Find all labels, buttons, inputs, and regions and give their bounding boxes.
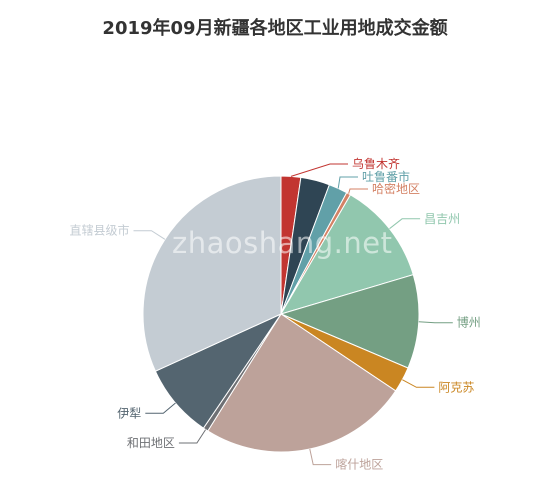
leader-line [290, 163, 348, 177]
slice-label: 直辖县级市 [69, 223, 129, 238]
leader-line [337, 176, 358, 189]
leader-line [418, 321, 453, 324]
leader-line [309, 448, 332, 466]
slice-label: 伊犁 [117, 406, 141, 420]
pie-slice[interactable] [279, 274, 420, 369]
pie-slice[interactable] [207, 313, 397, 453]
watermark: zhaoshang.net [172, 226, 393, 260]
slice-label: 和田地区 [127, 436, 175, 450]
slice-label: 昌吉州 [424, 212, 460, 226]
leader-line [389, 218, 421, 230]
slice-label: 吐鲁番市 [362, 169, 410, 184]
leader-line [178, 429, 207, 444]
leader-line [348, 188, 368, 194]
slice-label: 喀什地区 [335, 458, 383, 472]
leader-line [133, 230, 166, 240]
leader-line [145, 402, 176, 414]
leader-line [402, 379, 435, 388]
slice-label: 阿克苏 [438, 380, 474, 394]
slice-label: 博州 [457, 315, 481, 330]
pie-slice[interactable] [142, 175, 282, 372]
slice-label: 哈密地区 [372, 181, 420, 196]
slice-label: 乌鲁木齐 [352, 156, 400, 171]
chart-title: 2019年09月新疆各地区工业用地成交金额 [102, 18, 448, 39]
